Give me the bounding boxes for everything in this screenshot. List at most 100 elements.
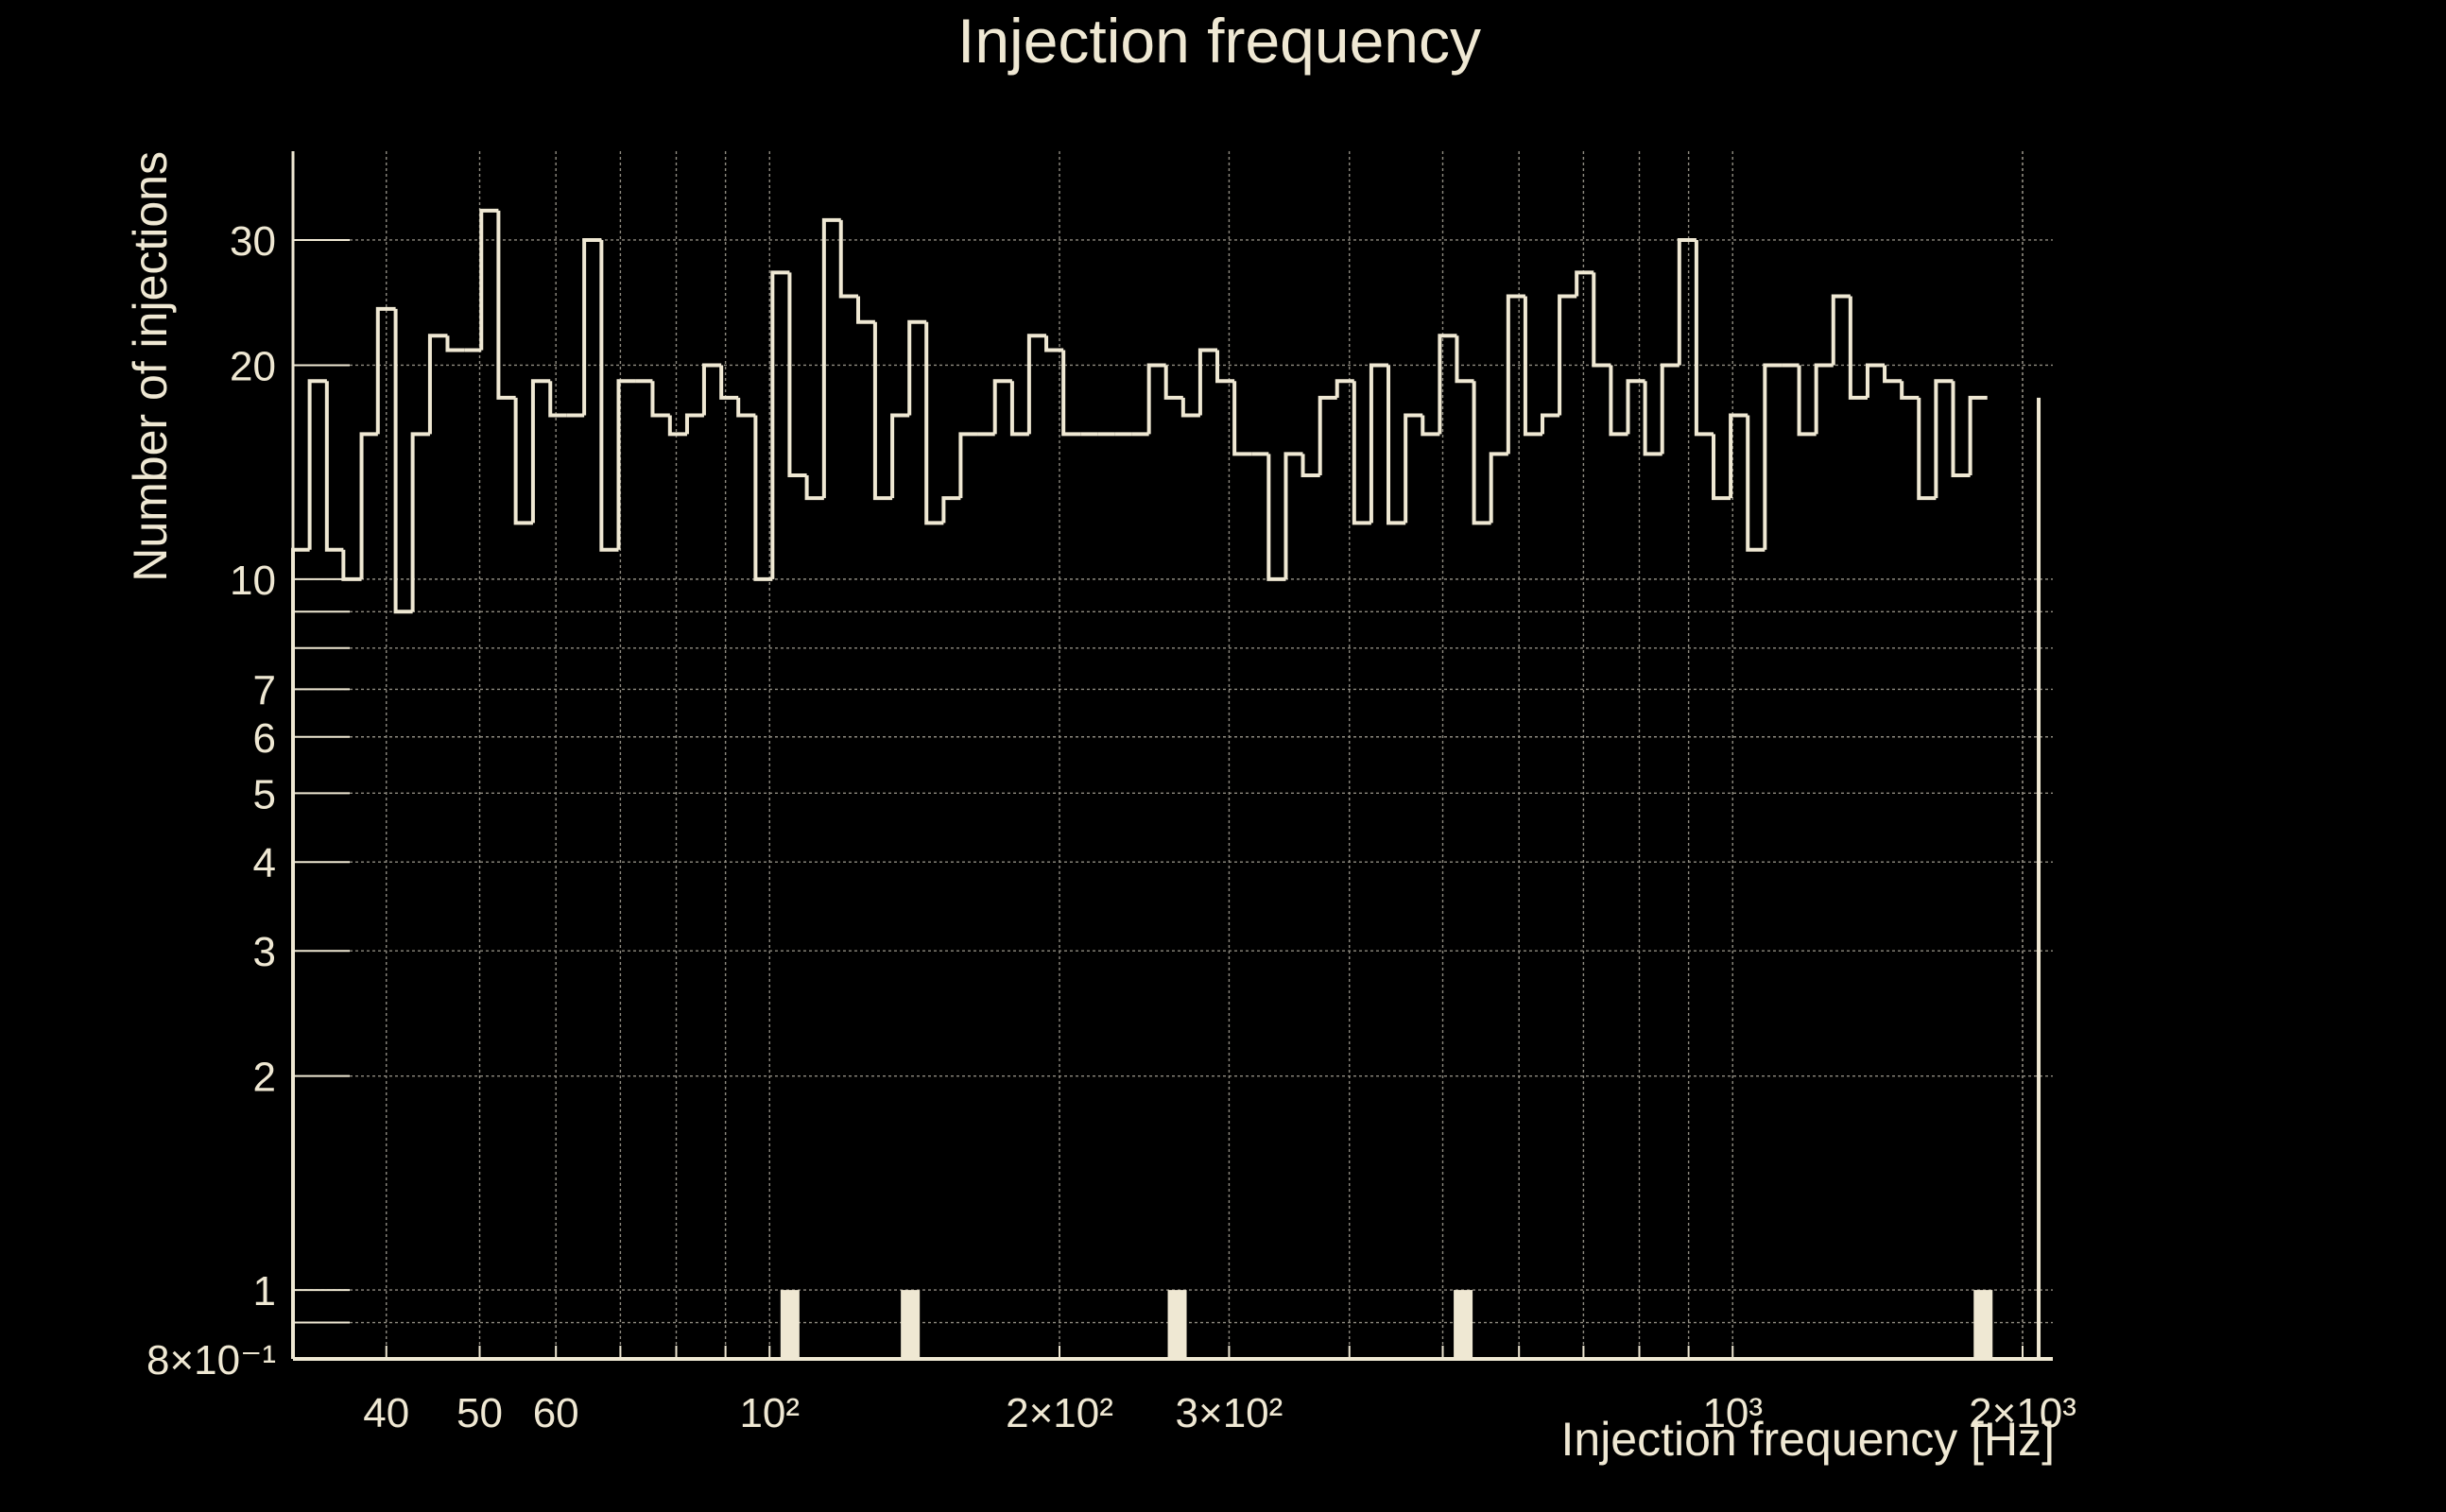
histogram-bin (1146, 363, 1166, 435)
histogram-bin (1558, 294, 1577, 416)
histogram-bin (1746, 415, 1766, 552)
histogram-bin (1369, 363, 1389, 524)
histogram-bin (1626, 379, 1645, 435)
x-tick-label: 2×10² (1006, 1390, 1113, 1436)
y-tick-label: 6 (253, 715, 276, 762)
histogram-bin (530, 379, 551, 524)
marker-tick (901, 1290, 921, 1359)
x-tick-label: 60 (533, 1390, 579, 1436)
histogram-bin (291, 547, 310, 1359)
histogram-bin (753, 415, 773, 581)
histogram-bin (1506, 294, 1525, 455)
histogram-bin (684, 413, 704, 435)
histogram-bin (1352, 381, 1371, 525)
histogram-bin (1900, 381, 1920, 400)
y-tick-label: 30 (230, 218, 276, 265)
y-tick-label: 10 (230, 558, 276, 604)
histogram-bin (1540, 413, 1560, 435)
histogram-bin (1472, 381, 1491, 525)
histogram-bin (445, 335, 465, 352)
histogram-bin (1061, 350, 1081, 437)
histogram-bin (1643, 381, 1662, 456)
x-tick-label: 50 (456, 1390, 503, 1436)
histogram-bin (1044, 335, 1064, 352)
histogram-bin (1797, 365, 1817, 437)
histogram-bin (427, 334, 448, 435)
histogram-series (291, 208, 2041, 1359)
histogram-bin (582, 237, 602, 416)
histogram-bin (1404, 413, 1423, 524)
histogram-bin (1026, 334, 1047, 435)
histogram-bin (324, 381, 344, 552)
y-tick-label: 4 (253, 840, 276, 886)
x-axis-label: Injection frequency [Hz] (1561, 1413, 2056, 1466)
histogram-bin (1763, 363, 1783, 550)
histogram-bin (1592, 272, 1611, 368)
histogram-bin (958, 432, 978, 499)
x-tick-label: 40 (363, 1390, 409, 1436)
x-tick-label: 3×10² (1176, 1390, 1283, 1436)
histogram-bin (616, 379, 636, 550)
histogram-bin (1951, 381, 1971, 477)
y-tick-label: 5 (253, 771, 276, 817)
histogram-bin (1180, 397, 1200, 418)
histogram-bin (787, 272, 807, 477)
marker-tick (1454, 1290, 1473, 1359)
histogram-bin (804, 474, 824, 501)
histogram-bin (924, 321, 944, 525)
histogram-bin (1387, 365, 1406, 525)
histogram-bin (307, 379, 327, 550)
histogram-bin (1729, 413, 1748, 499)
histogram-bin (856, 296, 875, 324)
histogram-bin (513, 397, 533, 525)
histogram-bin (1814, 363, 1834, 435)
histogram-bin (821, 217, 841, 499)
y-tick-label: 2 (253, 1055, 276, 1101)
histogram-bin (701, 363, 722, 416)
x-tick-label: 2×10³ (1969, 1390, 2076, 1436)
histogram-bin (1677, 237, 1697, 366)
histogram-bin (1266, 454, 1286, 581)
y-tick-label: 1 (253, 1268, 276, 1314)
marker-tick (1973, 1290, 1993, 1359)
histogram-bin (1215, 350, 1235, 384)
tick-labels: 40 50 60 10² 2×10² 3×10² 10³ 2×10³ 8×10⁻¹ 1 2 3 4 5 67… (146, 218, 2076, 1436)
histogram-bin (1301, 454, 1320, 477)
histogram-bin (1523, 296, 1542, 437)
histogram-bin (650, 381, 670, 418)
x-tick-label: 10³ (1702, 1390, 1763, 1436)
histogram-bin (1455, 335, 1474, 384)
histogram-bin (872, 321, 893, 501)
histogram-bin (1421, 415, 1440, 437)
x-tick-label: 10² (739, 1390, 800, 1436)
marker-tick (1167, 1290, 1187, 1359)
histogram-bin (479, 208, 499, 351)
histogram-bin (410, 432, 430, 612)
histogram-bin (907, 319, 927, 416)
histogram-bin (736, 397, 756, 418)
y-tick-label: 3 (253, 929, 276, 975)
histogram-bin (1163, 365, 1183, 400)
y-tick-label: 7 (253, 667, 276, 713)
chart-title: Injection frequency (957, 6, 1481, 76)
histogram-bin (1335, 379, 1354, 398)
histogram-bin (548, 381, 567, 418)
histogram-bin (992, 379, 1012, 435)
histogram-bin (375, 306, 396, 435)
histogram-bin (1883, 365, 1903, 384)
histogram-bin (719, 365, 739, 400)
y-axis-label: Number of injections (124, 151, 177, 582)
marker-tick (780, 1290, 800, 1359)
histogram-bin (1865, 363, 1886, 398)
histogram-bin (838, 219, 859, 299)
histogram-bin (1575, 270, 1594, 297)
histogram-bin (1283, 452, 1303, 579)
histogram-bin (1694, 239, 1714, 437)
histogram-bin (1318, 395, 1337, 475)
histogram-bin (496, 210, 516, 400)
histogram-bin (359, 432, 378, 579)
marker-ticks (780, 1290, 1993, 1359)
histogram-bin (667, 415, 687, 437)
